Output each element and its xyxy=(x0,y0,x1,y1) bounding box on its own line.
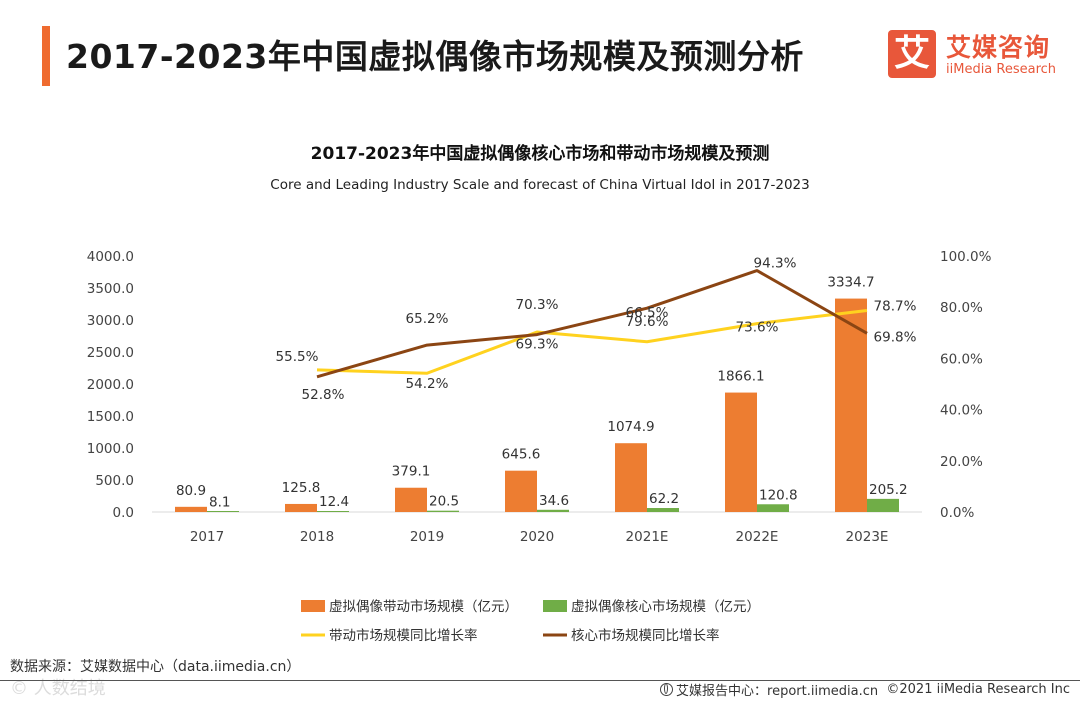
bar-leading-label: 645.6 xyxy=(502,447,541,463)
y-left-tick-label: 3000.0 xyxy=(87,313,134,329)
line-core-label: 65.2% xyxy=(406,311,449,327)
chart-subtitle: Core and Leading Industry Scale and fore… xyxy=(270,177,809,193)
bar-core xyxy=(427,510,459,512)
y-left-tick-label: 2500.0 xyxy=(87,345,134,361)
y-left-tick-label: 1500.0 xyxy=(87,409,134,425)
footer-source: 数据来源：艾媒数据中心（data.iimedia.cn） xyxy=(10,659,301,675)
legend-leading-bar-label: 虚拟偶像带动市场规模（亿元） xyxy=(329,598,518,615)
bar-core-label: 120.8 xyxy=(759,487,798,503)
line-core-label: 94.3% xyxy=(754,256,797,272)
x-tick-label: 2018 xyxy=(300,529,334,545)
y-left-tick-label: 1000.0 xyxy=(87,441,134,457)
bar-leading-label: 80.9 xyxy=(176,483,206,499)
bar-core-label: 20.5 xyxy=(429,494,459,510)
logo-en-text: iiMedia Research xyxy=(946,62,1057,77)
logo-mark: 艾 xyxy=(888,30,936,78)
title-accent-bar xyxy=(42,26,50,86)
bar-core xyxy=(207,511,239,512)
x-tick-label: 2017 xyxy=(190,529,224,545)
globe-icon xyxy=(660,683,674,696)
iimedia-logo[interactable]: 艾 艾媒咨询 iiMedia Research xyxy=(888,30,1068,82)
bar-leading-label: 1074.9 xyxy=(607,419,654,435)
line-leading-label: 54.2% xyxy=(406,376,449,392)
x-tick-label: 2020 xyxy=(520,529,554,545)
bar-leading xyxy=(395,487,427,512)
legend-leading-line-label: 带动市场规模同比增长率 xyxy=(329,627,478,644)
bar-leading-label: 379.1 xyxy=(392,464,431,480)
bar-leading xyxy=(725,392,757,512)
x-tick-label: 2019 xyxy=(410,529,444,545)
line-core-growth xyxy=(316,269,868,379)
bar-core-label: 34.6 xyxy=(539,493,569,509)
x-tick-label: 2021E xyxy=(626,529,669,545)
legend-leading-bar-swatch xyxy=(301,600,325,612)
bar-core xyxy=(757,504,789,512)
bar-core xyxy=(537,509,569,512)
line-leading-label: 66.5% xyxy=(626,305,669,321)
line-core-label: 79.6% xyxy=(626,314,669,330)
bar-core xyxy=(647,508,679,512)
bar-leading-label: 1866.1 xyxy=(717,369,764,385)
y-right-tick-label: 100.0% xyxy=(940,249,992,265)
bar-core xyxy=(317,511,349,512)
logo-cn-text: 艾媒咨询 xyxy=(946,33,1051,62)
y-right-tick-label: 80.0% xyxy=(940,300,983,316)
legend-core-bar-label: 虚拟偶像核心市场规模（亿元） xyxy=(571,598,760,615)
chart-title: 2017-2023年中国虚拟偶像核心市场和带动市场规模及预测 xyxy=(311,143,770,164)
footer-copyright: ©2021 iiMedia Research Inc xyxy=(886,682,1070,697)
line-leading-label: 55.5% xyxy=(276,349,319,365)
bar-core-label: 62.2 xyxy=(649,491,679,507)
bar-core-label: 205.2 xyxy=(869,482,908,498)
line-core-label: 69.3% xyxy=(516,337,559,353)
line-leading-growth xyxy=(316,309,868,375)
line-leading-label: 78.7% xyxy=(874,299,917,315)
watermark: © 人数结境 xyxy=(10,678,106,699)
bar-leading xyxy=(505,470,537,512)
y-left-tick-label: 500.0 xyxy=(95,473,134,489)
bar-core-label: 12.4 xyxy=(319,494,349,510)
x-tick-label: 2022E xyxy=(736,529,779,545)
bar-leading-label: 3334.7 xyxy=(827,275,874,291)
y-right-tick-label: 0.0% xyxy=(940,505,974,521)
line-core-label: 52.8% xyxy=(302,387,345,403)
y-right-tick-label: 40.0% xyxy=(940,403,983,419)
legend-core-line-label: 核心市场规模同比增长率 xyxy=(571,627,720,644)
bar-leading xyxy=(285,503,317,512)
bar-leading xyxy=(175,506,207,512)
footer-right: 艾媒报告中心：report.iimedia.cn ©2021 iiMedia R… xyxy=(660,680,1070,699)
y-left-tick-label: 3500.0 xyxy=(87,281,134,297)
bar-leading-label: 125.8 xyxy=(282,480,321,496)
x-tick-label: 2023E xyxy=(846,529,889,545)
line-leading-label: 70.3% xyxy=(516,297,559,313)
y-right-tick-label: 60.0% xyxy=(940,351,983,367)
bar-core xyxy=(867,498,899,512)
legend-core-bar-swatch xyxy=(543,600,567,612)
y-left-tick-label: 0.0 xyxy=(113,505,134,521)
footer-report-link[interactable]: 艾媒报告中心：report.iimedia.cn xyxy=(676,684,879,699)
line-core-label: 69.8% xyxy=(874,329,917,345)
bar-leading xyxy=(835,298,867,512)
y-right-tick-label: 20.0% xyxy=(940,454,983,470)
line-leading-label: 73.6% xyxy=(736,320,779,336)
bar-core-label: 8.1 xyxy=(209,494,230,510)
y-left-tick-label: 2000.0 xyxy=(87,377,134,393)
y-left-tick-label: 4000.0 xyxy=(87,249,134,265)
page-title: 2017-2023年中国虚拟偶像市场规模及预测分析 xyxy=(66,37,804,76)
footer-divider xyxy=(0,680,1080,681)
bar-leading xyxy=(615,443,647,512)
